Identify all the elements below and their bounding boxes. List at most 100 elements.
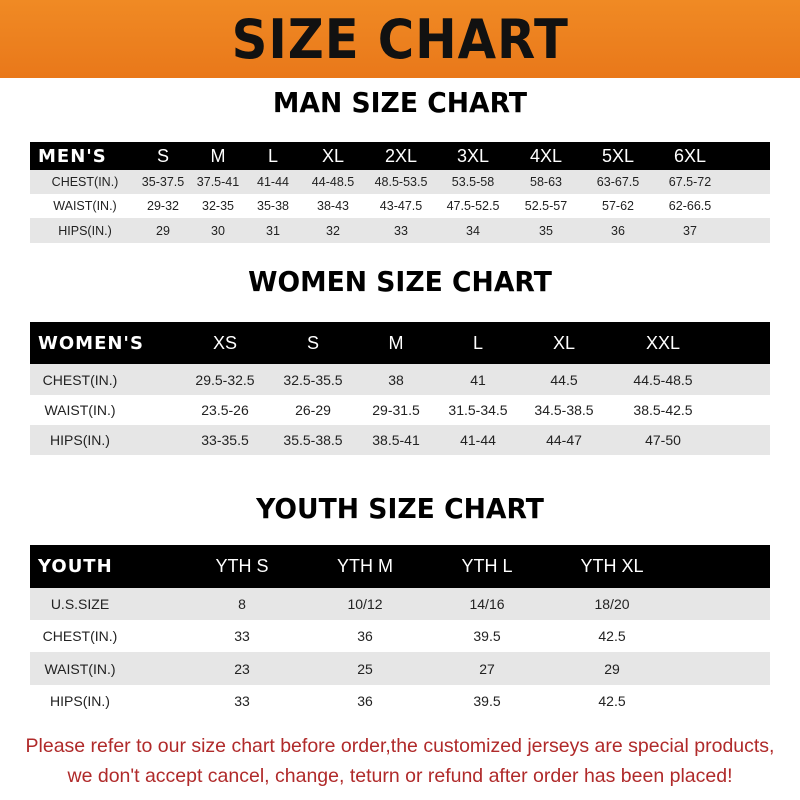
table-cell: 35-37.5 (141, 175, 185, 189)
size-header: YTH L (461, 556, 513, 576)
table-cell: 39.5 (473, 628, 501, 644)
youth-section-title: YOUTH SIZE CHART (256, 492, 544, 525)
table-cell: 23 (234, 660, 250, 677)
notice-line-2: we don't accept cancel, change, teturn o… (67, 765, 733, 787)
table-row: CHEST(IN.) 29.5-32.5 32.5-35.5 38 41 44.5 44.5… (30, 364, 770, 395)
row-label: HIPS(IN.) (50, 432, 110, 448)
table-cell: 26-29 (295, 402, 331, 418)
table-cell: 38.5-42.5 (633, 402, 693, 418)
table-cell: 23.5-26 (201, 402, 249, 418)
men-section-title: MAN SIZE CHART (272, 86, 528, 119)
table-cell: 36 (611, 223, 625, 238)
size-header: 4XL (529, 145, 563, 166)
table-cell: 38 (388, 371, 404, 388)
table-cell: 30 (211, 223, 225, 238)
table-cell: 18/20 (594, 596, 630, 612)
table-cell: 10/12 (347, 596, 383, 612)
table-cell: 31.5-34.5 (448, 402, 508, 418)
size-header: M (210, 145, 226, 166)
row-label: HIPS(IN.) (50, 693, 110, 709)
table-cell: 32 (326, 223, 340, 238)
table-cell: 44.5 (550, 371, 578, 388)
table-cell: 14/16 (469, 596, 505, 612)
table-cell: 34 (466, 223, 480, 238)
table-cell: 36 (357, 693, 373, 709)
table-cell: 27 (479, 660, 495, 677)
table-cell: 42.5 (598, 628, 626, 644)
table-cell: 33 (234, 628, 250, 644)
table-title-cell: MEN'S (38, 145, 107, 167)
table-cell: 67.5-72 (668, 175, 712, 189)
table-cell: 47-50 (645, 432, 681, 448)
table-row: CHEST(IN.) 33 36 39.5 42.5 (30, 620, 770, 652)
size-header: 2XL (384, 145, 418, 166)
table-cell: 33 (234, 693, 250, 709)
row-label: WAIST(IN.) (44, 660, 116, 677)
size-header: YTH M (337, 556, 393, 576)
table-cell: 63-67.5 (596, 175, 640, 189)
size-header: S (306, 332, 320, 353)
table-cell: 8 (238, 596, 246, 612)
table-cell: 41 (470, 371, 486, 388)
table-cell: 29.5-32.5 (195, 371, 255, 388)
size-header: XS (212, 332, 238, 353)
table-cell: 44.5-48.5 (633, 371, 693, 388)
size-header: XXL (645, 332, 681, 353)
notice-line-1: Please refer to our size chart before or… (25, 735, 775, 757)
table-cell: 34.5-38.5 (534, 402, 594, 418)
table-cell: 25 (357, 660, 373, 677)
table-cell: 57-62 (602, 199, 634, 213)
table-cell: 43-47.5 (379, 199, 423, 213)
row-label: CHEST(IN.) (42, 371, 118, 388)
women-section-title: WOMEN SIZE CHART (248, 265, 552, 298)
size-header: 3XL (456, 145, 490, 166)
row-label: HIPS(IN.) (58, 223, 112, 238)
table-row: HIPS(IN.) 33-35.5 35.5-38.5 38.5-41 41-44 44-… (30, 425, 770, 455)
table-cell: 32.5-35.5 (283, 371, 343, 388)
table-cell: 29-31.5 (372, 402, 420, 418)
size-header: S (156, 145, 170, 166)
table-cell: 62-66.5 (668, 199, 712, 213)
table-cell: 44-47 (546, 432, 582, 448)
table-cell: 35.5-38.5 (283, 432, 343, 448)
table-header-row: YOUTH YTH S YTH M YTH L YTH XL (30, 545, 770, 588)
table-row: U.S.SIZE 8 10/12 14/16 18/20 (30, 588, 770, 620)
row-label: WAIST(IN.) (53, 199, 117, 213)
table-cell: 36 (357, 628, 373, 644)
size-header: XL (552, 332, 576, 353)
table-row: WAIST(IN.) 29-32 32-35 35-38 38-43 43-47.5 47.… (30, 194, 770, 218)
table-cell: 47.5-52.5 (446, 199, 500, 213)
table-title-cell: YOUTH (38, 556, 113, 577)
table-header-row: WOMEN'S XS S M L XL XXL (30, 322, 770, 364)
row-label: U.S.SIZE (50, 596, 110, 612)
size-header: YTH XL (580, 556, 644, 576)
table-cell: 44-48.5 (311, 175, 355, 189)
table-cell: 38.5-41 (372, 432, 420, 448)
size-header: L (267, 145, 279, 166)
table-cell: 29 (604, 660, 620, 677)
table-cell: 31 (266, 223, 280, 238)
title-banner: SIZE CHART (0, 0, 800, 78)
size-header: M (388, 332, 404, 353)
table-cell: 33 (394, 223, 408, 238)
table-cell: 52.5-57 (524, 199, 568, 213)
table-cell: 41-44 (460, 432, 496, 448)
table-cell: 35-38 (257, 199, 289, 213)
table-cell: 48.5-53.5 (374, 175, 428, 189)
table-row: HIPS(IN.) 29 30 31 32 33 34 35 36 37 (30, 218, 770, 243)
table-row: HIPS(IN.) 33 36 39.5 42.5 (30, 685, 770, 717)
table-row: WAIST(IN.) 23 25 27 29 (30, 652, 770, 685)
size-header: 6XL (673, 145, 707, 166)
row-label: WAIST(IN.) (44, 402, 116, 418)
table-cell: 38-43 (317, 199, 349, 213)
table-cell: 58-63 (530, 175, 562, 189)
size-header: XL (321, 145, 345, 166)
page-title: SIZE CHART (231, 7, 569, 71)
size-header: L (472, 332, 484, 353)
table-row: CHEST(IN.) 35-37.5 37.5-41 41-44 44-48.5 48.5… (30, 170, 770, 194)
table-cell: 37.5-41 (196, 175, 240, 189)
table-title-cell: WOMEN'S (38, 332, 144, 354)
row-label: CHEST(IN.) (42, 628, 118, 644)
size-header: YTH S (215, 556, 269, 576)
table-header-row: MEN'S S M L XL 2XL 3XL 4XL 5XL 6XL (30, 142, 770, 170)
